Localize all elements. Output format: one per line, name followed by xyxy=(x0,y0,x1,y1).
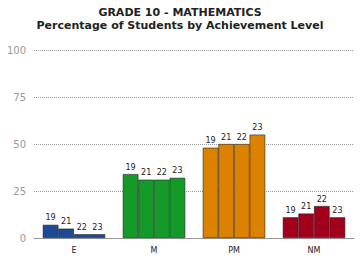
svg-text:NM: NM xyxy=(308,246,321,255)
svg-text:19: 19 xyxy=(206,136,216,145)
svg-text:23: 23 xyxy=(92,223,102,232)
svg-text:Percentage of Students by Achi: Percentage of Students by Achievement Le… xyxy=(37,19,324,32)
svg-text:21: 21 xyxy=(61,217,71,226)
svg-text:100: 100 xyxy=(7,45,26,56)
svg-text:22: 22 xyxy=(157,168,167,177)
svg-text:50: 50 xyxy=(13,139,26,150)
svg-text:21: 21 xyxy=(141,168,151,177)
svg-text:22: 22 xyxy=(237,133,247,142)
svg-text:23: 23 xyxy=(252,123,262,132)
svg-text:19: 19 xyxy=(46,213,56,222)
svg-text:PM: PM xyxy=(228,246,240,255)
svg-text:21: 21 xyxy=(221,133,231,142)
svg-text:25: 25 xyxy=(13,186,26,197)
svg-text:22: 22 xyxy=(77,223,87,232)
svg-text:0: 0 xyxy=(20,233,26,244)
svg-text:21: 21 xyxy=(301,202,311,211)
svg-text:75: 75 xyxy=(13,92,26,103)
svg-text:19: 19 xyxy=(286,206,296,215)
svg-text:22: 22 xyxy=(317,195,327,204)
svg-text:23: 23 xyxy=(332,206,342,215)
svg-text:19: 19 xyxy=(126,163,136,172)
svg-text:M: M xyxy=(151,246,158,255)
svg-text:E: E xyxy=(71,246,76,255)
svg-text:23: 23 xyxy=(172,166,182,175)
svg-text:GRADE 10 - MATHEMATICS: GRADE 10 - MATHEMATICS xyxy=(98,6,261,19)
